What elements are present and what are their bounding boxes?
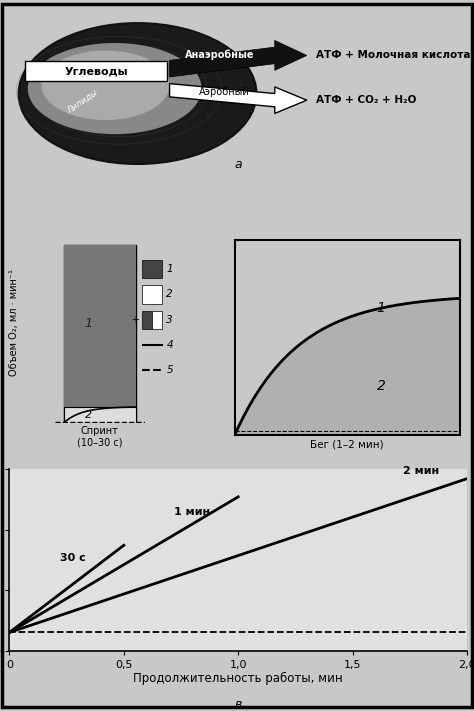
Bar <box>142 311 152 329</box>
Ellipse shape <box>28 43 201 134</box>
Bar <box>64 245 136 423</box>
Text: Липиды: Липиды <box>66 88 100 116</box>
Text: +: + <box>131 315 139 325</box>
Text: 1: 1 <box>166 264 173 274</box>
Text: Объем О₂, мл · мин⁻¹: Объем О₂, мл · мин⁻¹ <box>9 269 19 376</box>
Polygon shape <box>170 84 307 114</box>
Text: б: б <box>234 389 242 402</box>
Bar <box>64 407 136 423</box>
Text: 2: 2 <box>166 289 173 299</box>
Text: Углеводы: Углеводы <box>64 66 128 76</box>
Text: 2: 2 <box>85 410 92 420</box>
Text: АТФ + CO₂ + H₂O: АТФ + CO₂ + H₂O <box>316 95 416 105</box>
Text: 5: 5 <box>166 365 173 375</box>
X-axis label: Спринт
(10–30 с): Спринт (10–30 с) <box>77 426 122 447</box>
Bar <box>142 285 162 304</box>
Text: а: а <box>234 159 242 171</box>
Bar <box>152 311 162 329</box>
Text: Аэробный: Аэробный <box>199 87 250 97</box>
Text: 2: 2 <box>376 379 385 393</box>
Bar <box>142 260 162 278</box>
Ellipse shape <box>18 23 256 164</box>
Polygon shape <box>170 41 307 77</box>
Text: 1 мин: 1 мин <box>174 508 210 518</box>
X-axis label: Продолжительность работы, мин: Продолжительность работы, мин <box>133 673 343 685</box>
Bar <box>64 245 136 414</box>
FancyBboxPatch shape <box>26 61 167 81</box>
Text: 2 мин: 2 мин <box>403 466 439 476</box>
Text: 1: 1 <box>376 301 385 315</box>
Text: 3: 3 <box>166 315 173 325</box>
Text: 4: 4 <box>166 340 173 350</box>
Text: Анаэробные: Анаэробные <box>185 49 255 60</box>
Text: 30 с: 30 с <box>60 553 85 563</box>
Ellipse shape <box>42 50 170 120</box>
X-axis label: Бег (1–2 мин): Бег (1–2 мин) <box>310 439 384 449</box>
Text: 1: 1 <box>85 317 93 330</box>
Text: АТФ + Молочная кислота: АТФ + Молочная кислота <box>316 50 470 60</box>
Text: в: в <box>235 697 242 711</box>
